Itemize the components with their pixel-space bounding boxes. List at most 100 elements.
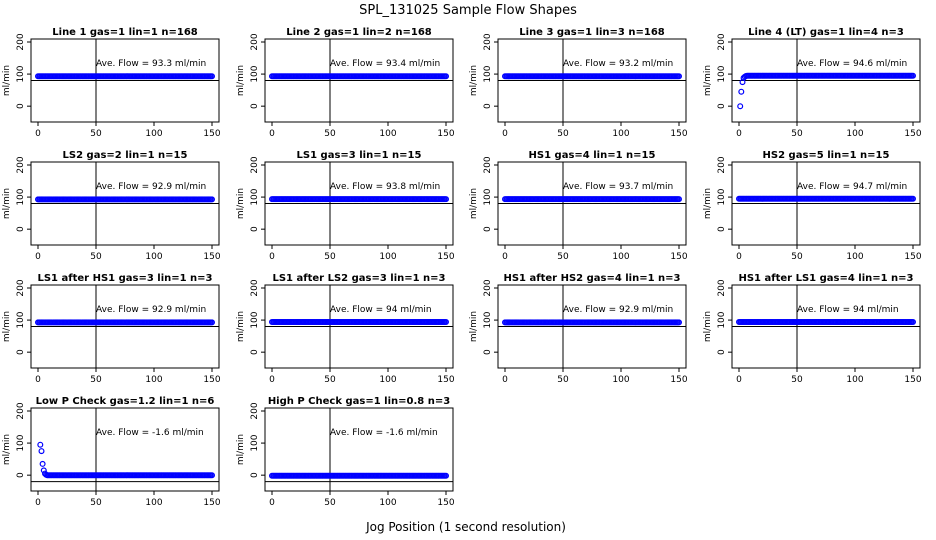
x-tick-label: 0 (269, 498, 275, 508)
panel-title: HS1 after LS1 gas=4 lin=1 n=3 (738, 273, 913, 284)
panel-title: Low P Check gas=1.2 lin=1 n=6 (36, 396, 215, 407)
y-tick-label: 100 (16, 188, 26, 205)
y-tick-label: 0 (483, 349, 493, 355)
x-tick-label: 50 (557, 375, 569, 385)
y-axis-label: ml/min (236, 311, 246, 342)
average-flow-annotation: Ave. Flow = 93.2 ml/min (563, 59, 673, 69)
chart-panel: LS1 gas=3 lin=1 n=15 0 100 200 ml/min 0 50 100 1… (236, 150, 455, 262)
x-tick-label: 100 (145, 252, 162, 262)
panel-title: LS2 gas=2 lin=1 n=15 (63, 150, 188, 161)
data-series (269, 73, 450, 80)
x-tick-label: 0 (502, 129, 508, 139)
x-tick-label: 100 (612, 375, 629, 385)
y-axis-label: ml/min (236, 434, 246, 465)
y-tick-label: 100 (250, 65, 260, 82)
y-axis-label: ml/min (469, 311, 479, 342)
x-tick-label: 100 (145, 129, 162, 139)
y-tick-label: 0 (717, 226, 727, 232)
x-tick-label: 100 (612, 252, 629, 262)
y-tick-label: 0 (250, 349, 260, 355)
panel-title: HS1 after HS2 gas=4 lin=1 n=3 (503, 273, 680, 284)
data-series (269, 472, 450, 479)
data-point (443, 73, 450, 80)
y-tick-label: 0 (250, 472, 260, 478)
x-tick-label: 150 (203, 252, 220, 262)
y-tick-label: 100 (16, 311, 26, 328)
x-tick-label: 150 (203, 375, 220, 385)
average-flow-annotation: Ave. Flow = 92.9 ml/min (96, 305, 206, 315)
y-tick-label: 200 (483, 33, 493, 50)
x-tick-label: 0 (269, 129, 275, 139)
chart-panel: Line 1 gas=1 lin=1 n=168 0 100 200 ml/min 0 50… (2, 27, 221, 139)
x-tick-label: 150 (904, 252, 921, 262)
y-axis-label: ml/min (469, 65, 479, 96)
y-axis-label: ml/min (2, 311, 12, 342)
data-series (735, 319, 916, 326)
figure-title: SPL_131025 Sample Flow Shapes (359, 3, 577, 18)
average-flow-annotation: Ave. Flow = 94 ml/min (330, 305, 432, 315)
panel-title: Line 3 gas=1 lin=3 n=168 (519, 27, 665, 38)
x-tick-label: 0 (269, 375, 275, 385)
x-tick-label: 50 (324, 375, 336, 385)
chart-panel: HS1 gas=4 lin=1 n=15 0 100 200 ml/min 0 50 100 1… (469, 150, 688, 262)
chart-panel: Line 4 (LT) gas=1 lin=4 n=3 0 100 200 ml/min… (703, 27, 922, 139)
y-tick-label: 200 (483, 279, 493, 296)
chart-panel: Line 2 gas=1 lin=2 n=168 0 100 200 ml/min 0 50… (236, 27, 455, 139)
y-tick-label: 0 (483, 226, 493, 232)
data-point (209, 319, 216, 326)
chart-panel: LS1 after LS2 gas=3 lin=1 n=3 0 100 200 ml/m… (236, 273, 455, 385)
average-flow-annotation: Ave. Flow = 92.9 ml/min (96, 182, 206, 192)
x-tick-label: 100 (145, 375, 162, 385)
x-tick-label: 50 (791, 129, 803, 139)
y-tick-label: 0 (250, 226, 260, 232)
data-point (443, 472, 450, 479)
y-axis-label: ml/min (2, 188, 12, 219)
data-series (502, 196, 682, 203)
chart-panel: LS2 gas=2 lin=1 n=15 0 100 200 ml/min 0 50 100 1… (2, 150, 221, 262)
data-series (269, 319, 450, 326)
data-point (675, 73, 682, 80)
x-tick-label: 100 (379, 252, 396, 262)
x-tick-label: 0 (502, 375, 508, 385)
data-point (909, 72, 916, 79)
plot-box (30, 407, 220, 492)
data-point (909, 195, 916, 202)
y-tick-label: 0 (483, 103, 493, 109)
panel-title: Line 4 (LT) gas=1 lin=4 n=3 (748, 27, 904, 38)
y-tick-label: 200 (717, 156, 727, 173)
x-tick-label: 150 (203, 498, 220, 508)
x-tick-label: 150 (670, 252, 687, 262)
chart-panel: High P Check gas=1 lin=0.8 n=3 0 100 200 ml/… (236, 396, 455, 508)
x-tick-label: 100 (612, 129, 629, 139)
average-flow-annotation: Ave. Flow = 93.8 ml/min (330, 182, 440, 192)
data-point (38, 448, 45, 455)
data-point (40, 467, 47, 474)
panel-title: HS1 gas=4 lin=1 n=15 (529, 150, 656, 161)
x-tick-label: 150 (904, 129, 921, 139)
y-tick-label: 200 (717, 279, 727, 296)
panel-title: LS1 after LS2 gas=3 lin=1 n=3 (272, 273, 445, 284)
y-axis-label: ml/min (2, 65, 12, 96)
y-tick-label: 100 (717, 65, 727, 82)
data-series (737, 72, 916, 110)
x-tick-label: 150 (437, 498, 454, 508)
y-tick-label: 100 (483, 65, 493, 82)
average-flow-annotation: Ave. Flow = -1.6 ml/min (330, 428, 438, 438)
x-tick-label: 50 (324, 498, 336, 508)
x-tick-label: 0 (35, 252, 41, 262)
y-tick-label: 200 (16, 156, 26, 173)
x-tick-label: 50 (90, 375, 102, 385)
data-point (443, 319, 450, 326)
average-flow-annotation: Ave. Flow = 93.4 ml/min (330, 59, 440, 69)
x-tick-label: 150 (437, 252, 454, 262)
average-flow-annotation: Ave. Flow = 93.3 ml/min (96, 59, 206, 69)
x-tick-label: 0 (269, 252, 275, 262)
y-tick-label: 100 (250, 311, 260, 328)
y-tick-label: 200 (16, 402, 26, 419)
chart-panel: Line 3 gas=1 lin=3 n=168 0 100 200 ml/min 0 50… (469, 27, 688, 139)
x-tick-label: 100 (379, 375, 396, 385)
panel-title: HS2 gas=5 lin=1 n=15 (763, 150, 890, 161)
x-tick-label: 50 (557, 129, 569, 139)
x-tick-label: 0 (736, 129, 742, 139)
